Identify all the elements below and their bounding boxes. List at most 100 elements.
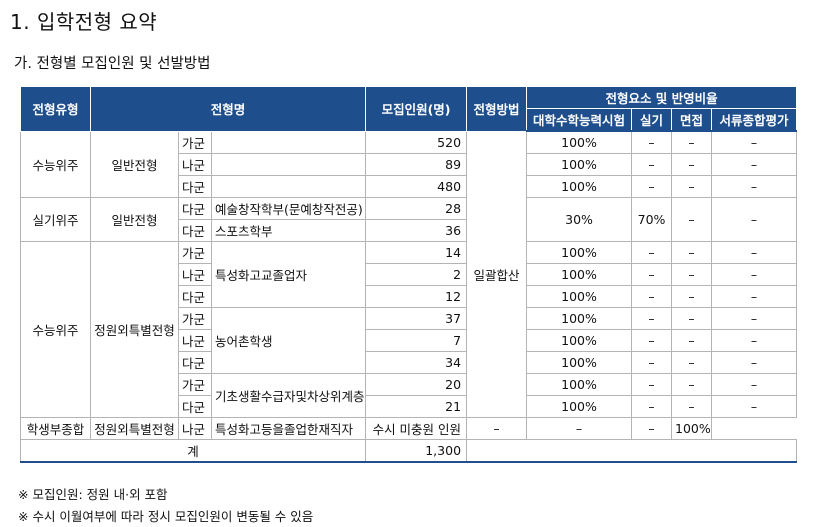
quota-cell: 34	[365, 351, 468, 374]
quota-cell: 89	[365, 153, 468, 176]
sub-cell	[210, 175, 367, 198]
header-name: 전형명	[89, 86, 367, 132]
quota-cell: 37	[365, 307, 468, 330]
gun-cell: 가군	[178, 241, 212, 264]
quota-cell: 14	[365, 241, 468, 264]
gun-cell: 다군	[178, 351, 212, 374]
header-suneung: 대학수학능력시험	[526, 108, 633, 132]
gun-cell: 가군	[178, 307, 212, 330]
quota-cell: 21	[365, 395, 468, 418]
gun-cell: 나군	[178, 153, 212, 176]
quota-cell: 480	[365, 175, 468, 198]
suneung-cell: –	[466, 417, 528, 440]
table-row: 다군 12 100% – – –	[21, 285, 798, 308]
document-cell: –	[711, 373, 798, 396]
quota-cell: 12	[365, 285, 468, 308]
silgi-cell: –	[631, 307, 673, 330]
interview-cell: –	[671, 175, 713, 198]
quota-cell: 7	[365, 329, 468, 352]
quota-cell: 수시 미충원 인원	[365, 417, 468, 440]
interview-cell: –	[671, 373, 713, 396]
quota-cell: 520	[365, 130, 468, 154]
interview-cell: –	[671, 351, 713, 374]
header-silgi: 실기	[631, 108, 673, 132]
header-document: 서류종합평가	[711, 108, 798, 132]
silgi-cell: –	[631, 263, 673, 286]
document-cell: –	[711, 307, 798, 330]
silgi-cell: –	[526, 417, 633, 440]
interview-cell: –	[671, 130, 713, 154]
admission-summary-table: 전형유형 전형명 모집인원(명) 전형방법 전형요소 및 반영비율 대학수학능력…	[19, 86, 798, 463]
header-factors: 전형요소 및 반영비율	[526, 86, 798, 109]
group-type-cell: 학생부종합	[20, 417, 91, 440]
document-cell: –	[711, 241, 798, 264]
interview-cell: –	[671, 329, 713, 352]
gun-cell: 가군	[178, 130, 212, 154]
suneung-cell: 100%	[526, 153, 633, 176]
interview-cell: –	[631, 417, 673, 440]
table-row: 가군 기초생활수급자및차상위계층 20 100% – – –	[21, 373, 798, 418]
interview-cell: –	[671, 197, 713, 242]
total-row: 계 1,300	[19, 439, 798, 463]
group-name-cell: 정원외특별전형	[90, 241, 179, 418]
quota-cell: 20	[365, 373, 468, 396]
header-method: 전형방법	[466, 86, 528, 132]
sub-cell: 농어촌학생	[210, 307, 367, 374]
interview-cell: –	[671, 241, 713, 264]
table-row: 수능위주 정원외특별전형 가군 특성화고교졸업자 14 100% – – –	[20, 241, 798, 418]
suneung-cell: 100%	[526, 351, 633, 374]
silgi-cell: –	[631, 351, 673, 374]
quota-cell: 28	[365, 197, 468, 220]
document-cell: –	[711, 175, 798, 198]
sub-cell	[210, 130, 367, 154]
suneung-cell: 100%	[526, 241, 633, 264]
group-type-cell: 수능위주	[20, 241, 91, 418]
document-cell: –	[711, 153, 798, 176]
gun-cell: 다군	[178, 219, 212, 242]
quota-cell: 36	[365, 219, 468, 242]
suneung-cell: 100%	[526, 329, 633, 352]
sub-cell: 예술창작학부(문예창작전공)	[210, 197, 367, 220]
total-empty	[466, 439, 798, 463]
note-change: ※ 수시 이월여부에 따라 정시 모집인원이 변동될 수 있음	[18, 509, 314, 524]
interview-cell: –	[671, 263, 713, 286]
silgi-cell: 70%	[631, 197, 673, 242]
gun-cell: 나군	[178, 263, 212, 286]
total-label: 계	[19, 439, 367, 463]
gun-cell: 나군	[178, 417, 212, 440]
gun-cell: 다군	[178, 285, 212, 308]
silgi-cell: –	[631, 285, 673, 308]
suneung-cell: 100%	[526, 307, 633, 330]
document-cell: –	[711, 351, 798, 374]
sub-cell	[210, 153, 367, 176]
group-name-cell: 일반전형	[90, 197, 179, 242]
suneung-cell: 100%	[526, 373, 633, 396]
silgi-cell: –	[631, 130, 673, 154]
silgi-cell: –	[631, 329, 673, 352]
gun-cell: 다군	[178, 395, 212, 418]
document-cell: –	[711, 285, 798, 308]
document-cell: –	[711, 329, 798, 352]
note-quota: ※ 모집인원: 정원 내·외 포함	[18, 487, 168, 502]
group-name-cell: 일반전형	[90, 130, 179, 198]
silgi-cell: –	[631, 241, 673, 264]
table-row: 실기위주 일반전형 다군 예술창작학부(문예창작전공) 28 30% 70% –…	[20, 197, 798, 242]
header-interview: 면접	[671, 108, 713, 132]
group-type-cell: 실기위주	[20, 197, 91, 242]
silgi-cell: –	[631, 175, 673, 198]
interview-cell: –	[671, 153, 713, 176]
section-subtitle: 가. 전형별 모집인원 및 선발방법	[14, 56, 211, 72]
table-row: 다군 480 100% – – –	[21, 175, 798, 198]
interview-cell: –	[671, 307, 713, 330]
gun-cell: 가군	[178, 373, 212, 396]
total-value: 1,300	[365, 439, 468, 463]
sub-cell: 특성화고교졸업자	[210, 241, 367, 308]
suneung-cell: 100%	[526, 263, 633, 286]
sub-cell: 특성화고등을졸업한재직자	[210, 417, 367, 440]
document-cell: –	[711, 130, 798, 154]
header-quota: 모집인원(명)	[365, 86, 468, 132]
suneung-cell: 100%	[526, 395, 633, 418]
document-cell: 100%	[671, 417, 713, 440]
table-row: 가군 농어촌학생 37 100% – – –	[21, 307, 798, 374]
document-cell: –	[711, 197, 798, 242]
